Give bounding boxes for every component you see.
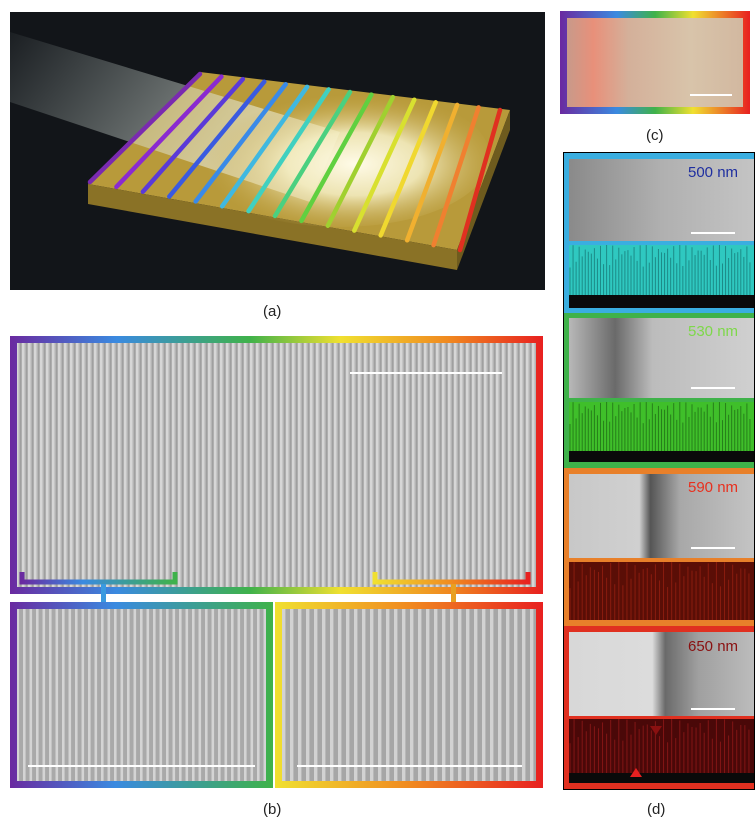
- grating-illustration: [10, 12, 545, 290]
- bracket-left: [19, 572, 178, 585]
- sem-530: [569, 318, 754, 398]
- arrow-up-650: [630, 768, 642, 777]
- grating-line: [246, 87, 331, 214]
- sim-500-base: [569, 295, 754, 308]
- caption-b: (b): [263, 801, 282, 818]
- arrow-down-650: [650, 726, 662, 735]
- sim-590: [569, 562, 754, 620]
- cross-section-stack: [564, 153, 754, 789]
- sim-530-base: [569, 451, 754, 462]
- sem-650: [569, 632, 754, 716]
- grating-lines: [87, 71, 503, 253]
- bracket-right: [372, 572, 531, 585]
- sem-grating-images: [10, 336, 543, 788]
- label-650nm: 650 nm: [688, 638, 739, 655]
- optical-image: [560, 11, 750, 114]
- grating-line: [325, 94, 396, 228]
- substrate-side: [457, 110, 510, 270]
- grating-line: [431, 105, 481, 248]
- bottom-right-sem-image: [282, 609, 536, 781]
- light-spot: [190, 87, 490, 227]
- caption-c: (c): [646, 127, 664, 144]
- grating-line: [140, 76, 246, 194]
- grating-line: [299, 92, 374, 224]
- panel-c: [560, 11, 750, 114]
- sim-530-lines: [569, 402, 751, 451]
- panel-a: [10, 12, 545, 290]
- sim-650-lines: [569, 719, 750, 773]
- grating-line: [404, 102, 460, 243]
- grating-line: [193, 82, 288, 204]
- panel-d: 500 nm 530 nm 590 nm 650 nm: [563, 152, 755, 790]
- c-image: [567, 18, 743, 107]
- sim-650-base: [569, 773, 754, 783]
- grating-line: [272, 89, 353, 219]
- sem-500: [569, 159, 754, 241]
- grating-line: [114, 74, 224, 190]
- label-590nm: 590 nm: [688, 479, 739, 496]
- label-530nm: 530 nm: [688, 323, 739, 340]
- sim-590-lines: [569, 562, 750, 620]
- sem-590: [569, 474, 754, 558]
- grating-line: [378, 100, 438, 238]
- grating-line: [167, 79, 267, 199]
- grating-line: [352, 97, 417, 233]
- grating-line: [87, 71, 203, 185]
- sim-500-lines: [569, 245, 751, 295]
- top-sem-image: [17, 343, 536, 587]
- grating-line: [219, 84, 310, 209]
- sim-650: [569, 719, 754, 783]
- substrate-front: [88, 184, 457, 270]
- bottom-left-sem-image: [17, 609, 266, 781]
- caption-d: (d): [647, 801, 666, 818]
- caption-a: (a): [263, 303, 282, 320]
- grating-line: [457, 107, 503, 253]
- panel-b: [10, 336, 543, 788]
- label-500nm: 500 nm: [688, 164, 739, 181]
